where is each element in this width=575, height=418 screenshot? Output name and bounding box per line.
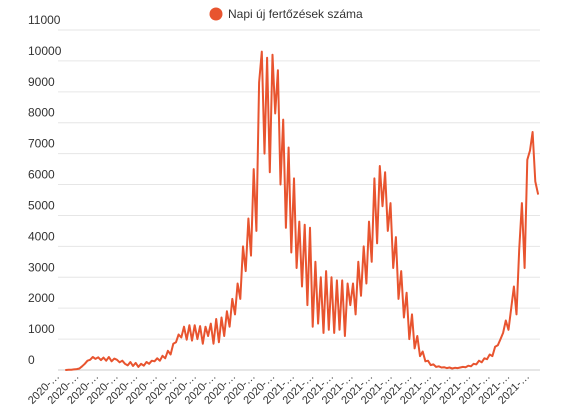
legend-marker — [209, 7, 223, 21]
y-axis-ticks: 0 1000 2000 3000 4000 5000 6000 7000 8000 9000 100… — [28, 13, 62, 367]
series-line — [65, 50, 539, 371]
gridlines — [58, 29, 540, 371]
legend-label: Napi új fertőzések száma — [228, 7, 363, 21]
y-tick-label: 7000 — [28, 137, 55, 151]
y-tick-label: 4000 — [28, 229, 55, 243]
legend: Napi új fertőzések száma — [209, 7, 363, 21]
y-tick-label: 0 — [28, 353, 35, 367]
x-axis-ticks: 2020-…2020-…2020-…2020-…2020-…2020-…2020… — [26, 371, 532, 407]
y-tick-label: 10000 — [28, 44, 62, 58]
y-tick-label: 8000 — [28, 106, 55, 120]
y-tick-label: 2000 — [28, 291, 55, 305]
y-tick-label: 11000 — [28, 13, 61, 27]
y-tick-label: 3000 — [28, 260, 55, 274]
y-tick-label: 9000 — [28, 75, 55, 89]
y-tick-label: 6000 — [28, 168, 55, 182]
series-layer — [65, 50, 539, 371]
y-tick-label: 5000 — [28, 198, 55, 212]
y-tick-label: 1000 — [28, 322, 55, 336]
